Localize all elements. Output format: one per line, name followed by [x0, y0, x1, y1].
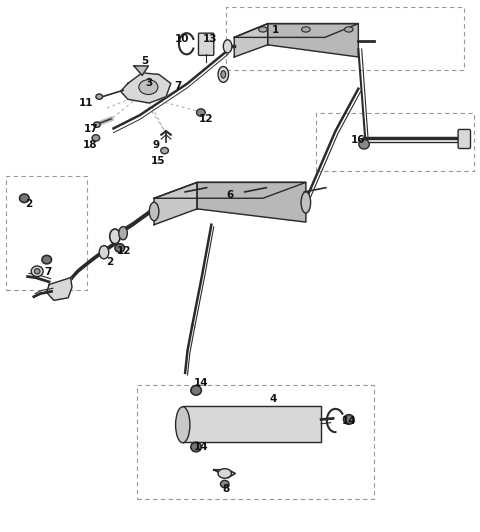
Text: 8: 8 [222, 484, 229, 494]
Polygon shape [234, 23, 268, 57]
Ellipse shape [301, 192, 311, 213]
Polygon shape [47, 278, 72, 301]
Text: 17: 17 [84, 124, 98, 135]
Ellipse shape [301, 27, 310, 32]
Ellipse shape [99, 246, 109, 259]
Text: 13: 13 [203, 35, 217, 45]
Polygon shape [134, 66, 148, 76]
Text: 18: 18 [83, 140, 97, 151]
Text: 14: 14 [341, 415, 356, 426]
Text: 7: 7 [174, 81, 181, 91]
FancyBboxPatch shape [199, 33, 214, 55]
FancyBboxPatch shape [458, 129, 470, 148]
Polygon shape [154, 182, 306, 198]
Polygon shape [234, 23, 359, 37]
Ellipse shape [344, 415, 354, 424]
Polygon shape [120, 73, 171, 103]
Text: 6: 6 [227, 189, 234, 200]
Ellipse shape [191, 386, 201, 395]
Ellipse shape [92, 135, 100, 141]
Text: 14: 14 [193, 442, 208, 452]
Ellipse shape [218, 469, 231, 478]
Ellipse shape [34, 269, 40, 274]
Ellipse shape [139, 80, 158, 95]
Ellipse shape [197, 109, 205, 116]
Ellipse shape [31, 266, 43, 277]
Ellipse shape [96, 94, 103, 99]
Text: 7: 7 [45, 268, 52, 277]
Ellipse shape [149, 202, 159, 221]
Ellipse shape [119, 227, 127, 240]
Ellipse shape [42, 255, 51, 264]
Text: 12: 12 [117, 246, 132, 256]
Text: 10: 10 [175, 35, 189, 45]
Text: 12: 12 [198, 114, 213, 124]
Ellipse shape [191, 442, 201, 452]
Ellipse shape [221, 71, 226, 78]
Text: 2: 2 [25, 198, 33, 209]
Ellipse shape [223, 40, 232, 53]
Ellipse shape [220, 480, 229, 488]
Text: 2: 2 [107, 257, 114, 267]
Polygon shape [154, 182, 197, 225]
Text: 14: 14 [193, 378, 208, 388]
Ellipse shape [110, 229, 120, 244]
Ellipse shape [20, 194, 29, 203]
Ellipse shape [176, 407, 190, 443]
Text: 11: 11 [79, 98, 94, 108]
Text: 1: 1 [272, 26, 279, 36]
Ellipse shape [345, 27, 353, 32]
Polygon shape [268, 23, 359, 57]
Ellipse shape [359, 139, 369, 149]
Ellipse shape [218, 66, 228, 82]
Text: 15: 15 [151, 156, 165, 166]
Ellipse shape [115, 244, 124, 252]
Text: 3: 3 [146, 78, 153, 88]
Text: 5: 5 [141, 56, 148, 65]
Polygon shape [197, 182, 306, 222]
Text: 16: 16 [351, 135, 366, 145]
Text: 4: 4 [270, 394, 277, 404]
Polygon shape [183, 406, 321, 442]
Ellipse shape [259, 27, 267, 32]
Ellipse shape [161, 147, 168, 154]
Text: 9: 9 [153, 140, 160, 151]
Ellipse shape [94, 122, 100, 127]
